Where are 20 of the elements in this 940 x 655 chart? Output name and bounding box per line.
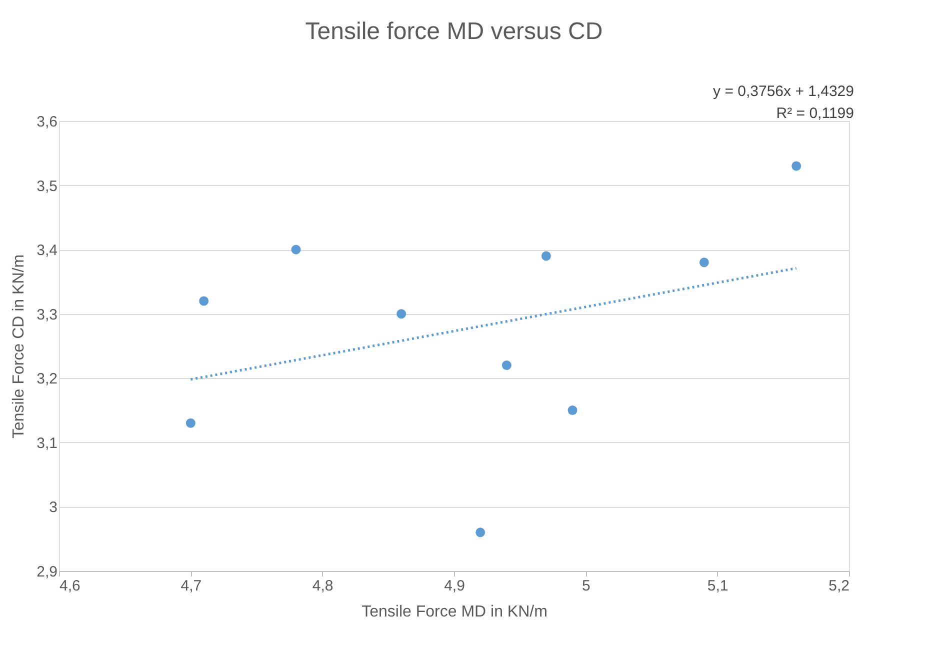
y-tick-label: 3,6: [36, 114, 58, 130]
x-tick-label: 5: [582, 578, 590, 594]
y-tick-label: 3,3: [36, 306, 58, 324]
y-tick-label: 3,4: [36, 242, 58, 260]
text: y = 0,3756x + 1,4329: [713, 83, 854, 100]
y-tick-label: 3,1: [36, 434, 58, 452]
chart-title: Tensile force MD versus CD: [305, 18, 603, 45]
x-tick-label: 4,6: [60, 578, 80, 594]
x-tick-label: 4,7: [180, 578, 202, 594]
x-tick-label: 4,9: [444, 578, 465, 594]
y-tick-label: 2,9: [36, 564, 58, 580]
x-tick-label: 4,8: [312, 578, 334, 594]
x-axis-title: Tensile Force MD in KN/m: [362, 604, 548, 620]
x-tick-label: 5,1: [707, 578, 728, 594]
y-tick-label: 3,2: [36, 370, 58, 388]
y-axis-title: Tensile Force CD in KN/m: [10, 254, 28, 439]
y-tick-label: 3,5: [36, 178, 58, 195]
x-tick-label: 5,2: [828, 578, 850, 594]
annotation: R² = 0,1199: [776, 105, 854, 122]
y-tick-label: 3: [49, 499, 58, 516]
